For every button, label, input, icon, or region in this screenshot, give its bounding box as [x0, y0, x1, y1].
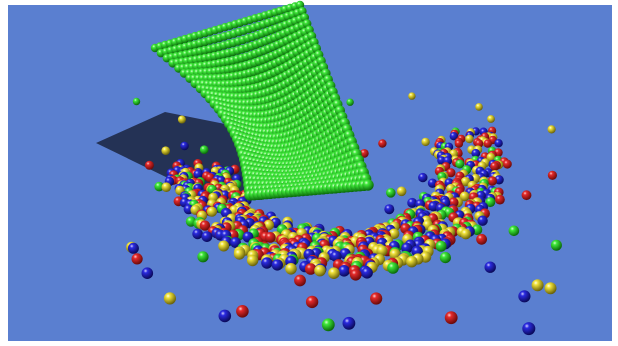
ball: [306, 296, 318, 308]
ball: [236, 305, 249, 318]
ball: [197, 251, 208, 262]
ball: [272, 259, 283, 270]
ball: [180, 142, 189, 151]
ball: [265, 232, 276, 243]
ball: [350, 269, 362, 281]
ball: [477, 216, 487, 226]
ball: [200, 145, 209, 154]
ball: [455, 140, 463, 148]
ball: [314, 265, 326, 277]
page: (() => { const data = JSON.parse(documen…: [0, 0, 618, 346]
ball: [202, 231, 213, 242]
ball: [488, 176, 497, 185]
ball: [436, 241, 447, 252]
ball: [162, 182, 172, 192]
ball: [207, 207, 217, 217]
ball: [247, 255, 258, 266]
ball: [261, 257, 272, 268]
ball: [421, 138, 429, 146]
ball: [494, 139, 502, 147]
ball: [378, 139, 386, 147]
ball: [548, 171, 557, 180]
ball: [192, 229, 203, 240]
ball: [548, 125, 556, 133]
ball: [495, 195, 505, 205]
scene: [0, 0, 618, 346]
ball: [145, 161, 154, 170]
ball: [386, 188, 396, 198]
ball: [503, 160, 512, 169]
ball: [219, 310, 232, 323]
ball: [487, 115, 495, 123]
ball: [361, 267, 373, 279]
cloth-ball: [362, 179, 373, 190]
ball: [465, 135, 473, 143]
ball: [522, 322, 535, 335]
ball: [133, 98, 140, 105]
ball: [234, 249, 245, 260]
ball: [408, 92, 415, 99]
ball: [545, 282, 557, 294]
ball: [142, 267, 154, 279]
ball: [484, 139, 492, 147]
ball: [418, 173, 427, 182]
ball: [218, 241, 229, 252]
ball: [328, 267, 340, 279]
ball: [387, 262, 399, 274]
ball: [518, 290, 530, 302]
ball: [461, 229, 472, 240]
ball: [522, 190, 532, 200]
ball: [294, 275, 306, 287]
ball: [161, 146, 170, 155]
ball: [322, 318, 335, 331]
ball: [485, 262, 496, 273]
ball: [384, 204, 394, 214]
ball: [406, 256, 417, 267]
ball: [476, 234, 487, 245]
ball: [397, 187, 407, 197]
ball: [445, 311, 458, 324]
ball: [475, 103, 483, 111]
ball: [440, 252, 451, 263]
ball: [128, 243, 139, 254]
ball: [132, 253, 143, 264]
ball: [532, 279, 544, 291]
ball: [343, 317, 356, 330]
ball: [285, 263, 297, 275]
ball: [509, 226, 520, 237]
ball: [346, 99, 353, 106]
ball: [178, 116, 186, 124]
ball: [338, 265, 350, 277]
ball: [164, 292, 176, 304]
ball: [370, 292, 382, 304]
ball: [551, 240, 562, 251]
